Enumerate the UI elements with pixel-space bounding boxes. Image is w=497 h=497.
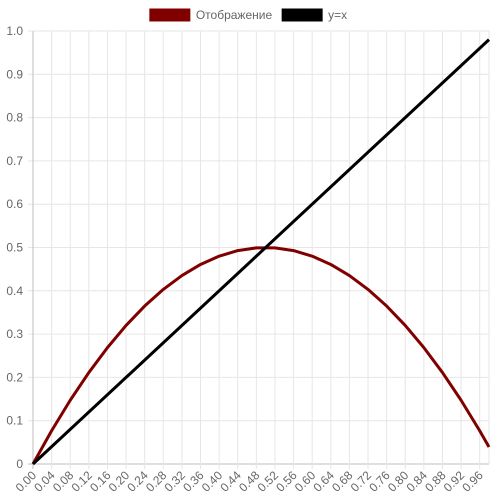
series-line: [31, 38, 491, 466]
x-tick-label: 0.96: [459, 468, 486, 495]
legend-label: Отображение: [196, 8, 273, 22]
y-tick-label: 0.6: [6, 197, 23, 211]
y-tick-label: 0.7: [6, 154, 23, 168]
legend-item[interactable]: Отображение: [149, 8, 273, 22]
y-tick-label: 1.0: [6, 24, 23, 38]
legend-item[interactable]: y=x: [281, 8, 347, 22]
y-tick-label: 0.3: [6, 327, 23, 341]
y-tick-label: 0.4: [6, 284, 23, 298]
y-tick-label: 0: [16, 457, 23, 471]
series: [31, 38, 491, 466]
legend-label: y=x: [328, 8, 347, 22]
y-tick-label: 0.1: [6, 414, 23, 428]
y-tick-label: 0.2: [6, 370, 23, 384]
y-tick-label: 0.8: [6, 111, 23, 125]
legend-swatch: [281, 8, 323, 22]
grid: [28, 30, 490, 469]
axes: 00.10.20.30.40.50.60.70.80.91.00.000.040…: [6, 24, 486, 495]
y-tick-label: 0.9: [6, 67, 23, 81]
legend-swatch: [149, 8, 191, 22]
series-line: [31, 246, 491, 465]
legend[interactable]: Отображение y=x: [149, 8, 347, 22]
y-tick-label: 0.5: [6, 241, 23, 255]
